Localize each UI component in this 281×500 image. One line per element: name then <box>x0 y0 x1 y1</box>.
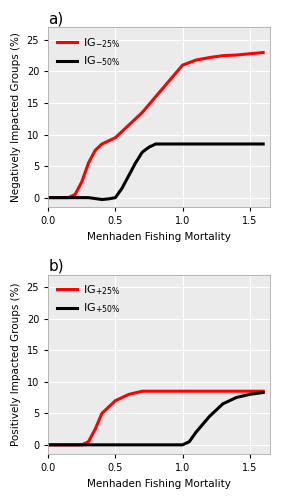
Y-axis label: Positively Impacted Groups (%): Positively Impacted Groups (%) <box>11 282 21 446</box>
Text: a): a) <box>48 11 64 26</box>
Text: b): b) <box>48 258 64 274</box>
Y-axis label: Negatively Impacted Groups (%): Negatively Impacted Groups (%) <box>11 32 21 202</box>
Legend: IG$_{+25\%}$, IG$_{+50\%}$: IG$_{+25\%}$, IG$_{+50\%}$ <box>54 280 123 319</box>
X-axis label: Menhaden Fishing Mortality: Menhaden Fishing Mortality <box>87 232 231 241</box>
X-axis label: Menhaden Fishing Mortality: Menhaden Fishing Mortality <box>87 479 231 489</box>
Legend: IG$_{-25\%}$, IG$_{-50\%}$: IG$_{-25\%}$, IG$_{-50\%}$ <box>54 33 123 72</box>
